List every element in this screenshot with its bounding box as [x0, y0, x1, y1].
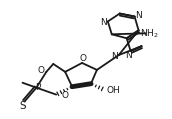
Text: N: N	[100, 18, 107, 27]
Text: OH: OH	[107, 86, 121, 95]
Text: N: N	[125, 51, 132, 60]
Text: S: S	[19, 101, 26, 112]
Text: N: N	[111, 52, 118, 61]
Text: O: O	[38, 66, 45, 75]
Text: P: P	[35, 83, 40, 92]
Text: NH$_2$: NH$_2$	[140, 27, 158, 40]
Text: O: O	[61, 91, 68, 100]
Text: N: N	[135, 11, 142, 20]
Text: O: O	[79, 54, 87, 62]
